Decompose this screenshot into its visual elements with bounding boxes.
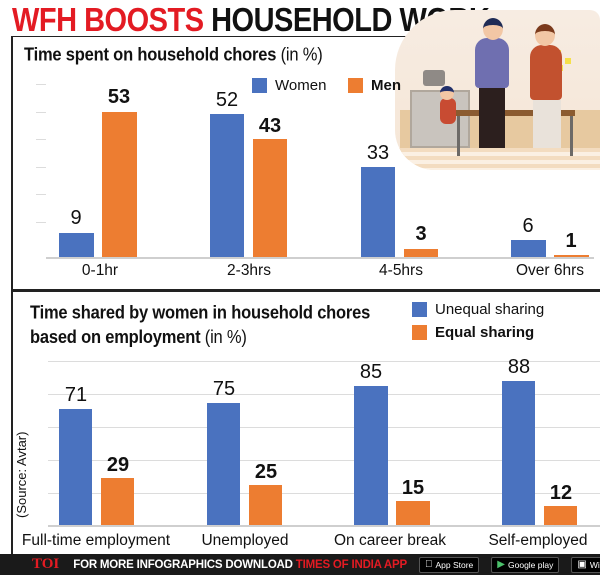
bar-men-4-5hrs xyxy=(404,249,438,257)
value-men-0-1hr: 53 xyxy=(107,86,131,108)
bar-unequal-self-employed xyxy=(502,381,535,525)
legend-men: Men xyxy=(348,77,401,94)
legend-swatch-orange xyxy=(348,78,363,93)
bar-equal-unemployed xyxy=(249,485,282,525)
bar-women-4-5hrs xyxy=(361,167,395,257)
headline-part1: WFH BOOSTS xyxy=(12,2,204,39)
play-icon: ▶ xyxy=(489,559,505,570)
value-equal-full-time: 29 xyxy=(106,454,130,476)
bar-men-2-3hrs xyxy=(253,139,287,257)
cat-2-3hrs: 2-3hrs xyxy=(227,262,271,279)
legend-equal-sharing: Equal sharing xyxy=(412,324,534,341)
value-women-0-1hr: 9 xyxy=(70,207,82,229)
value-equal-self-employed: 12 xyxy=(549,482,573,504)
chart1-x-axis xyxy=(46,257,594,259)
bar-unequal-full-time xyxy=(59,409,92,525)
cat-unemployed: Unemployed xyxy=(201,532,289,549)
windows-phone-badge[interactable]: ▣ Windows Phone xyxy=(569,556,600,573)
chart2-panel xyxy=(11,289,600,554)
bar-equal-full-time xyxy=(101,478,134,525)
cat-on-career-break: On career break xyxy=(334,532,446,549)
value-equal-career-break: 15 xyxy=(401,477,425,499)
legend-unequal-sharing: Unequal sharing xyxy=(412,301,544,318)
legend-swatch-orange xyxy=(412,325,427,340)
bar-women-over-6hrs xyxy=(511,240,546,257)
cat-full-time-employment: Full-time employment xyxy=(21,532,171,549)
chart1-title: Time spent on household chores (in %) xyxy=(24,45,323,65)
value-unequal-full-time: 71 xyxy=(64,384,88,406)
bar-men-over-6hrs xyxy=(554,255,589,257)
chart1-panel xyxy=(11,36,600,289)
value-unequal-unemployed: 75 xyxy=(212,378,236,400)
bar-equal-self-employed xyxy=(544,506,577,525)
kitchen-family-illustration xyxy=(395,10,600,170)
legend-swatch-blue xyxy=(412,302,427,317)
value-men-4-5hrs: 3 xyxy=(415,223,427,245)
value-men-over-6hrs: 1 xyxy=(565,230,577,252)
cat-self-employed: Self-employed xyxy=(488,532,588,549)
chart2-x-axis xyxy=(48,525,600,527)
bar-unequal-unemployed xyxy=(207,403,240,525)
legend-women: Women xyxy=(252,77,326,94)
bar-unequal-career-break xyxy=(354,386,388,525)
value-women-over-6hrs: 6 xyxy=(522,215,534,237)
value-men-2-3hrs: 43 xyxy=(258,115,282,137)
legend-swatch-blue xyxy=(252,78,267,93)
source-note: (Source: Avtar) xyxy=(14,431,29,518)
cat-over-6hrs: Over 6hrs xyxy=(515,262,585,279)
chart2-title: Time shared by women in household chores… xyxy=(30,303,371,348)
value-women-2-3hrs: 52 xyxy=(215,89,239,111)
value-women-4-5hrs: 33 xyxy=(366,142,390,164)
bar-men-0-1hr xyxy=(102,112,137,257)
footer-promo: FOR MORE INFOGRAPHICS DOWNLOAD TIMES OF … xyxy=(73,558,407,571)
bar-equal-career-break xyxy=(396,501,430,525)
bar-women-2-3hrs xyxy=(210,114,244,257)
apple-icon:  xyxy=(425,559,433,570)
value-equal-unemployed: 25 xyxy=(254,461,278,483)
bar-women-0-1hr xyxy=(59,233,94,257)
app-store-badge[interactable]:  App Store xyxy=(418,556,480,573)
cat-0-1hr: 0-1hr xyxy=(81,262,119,279)
value-unequal-career-break: 85 xyxy=(359,361,383,383)
footer-banner: TOI FOR MORE INFOGRAPHICS DOWNLOAD TIMES… xyxy=(0,554,600,575)
windows-icon: ▣ xyxy=(569,559,586,570)
value-unequal-self-employed: 88 xyxy=(507,356,531,378)
toi-logo: TOI xyxy=(32,556,60,572)
cat-4-5hrs: 4-5hrs xyxy=(379,262,423,279)
google-play-badge[interactable]: ▶ Google play xyxy=(489,556,560,573)
